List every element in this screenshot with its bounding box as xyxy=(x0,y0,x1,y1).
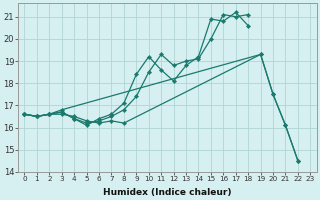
X-axis label: Humidex (Indice chaleur): Humidex (Indice chaleur) xyxy=(103,188,232,197)
